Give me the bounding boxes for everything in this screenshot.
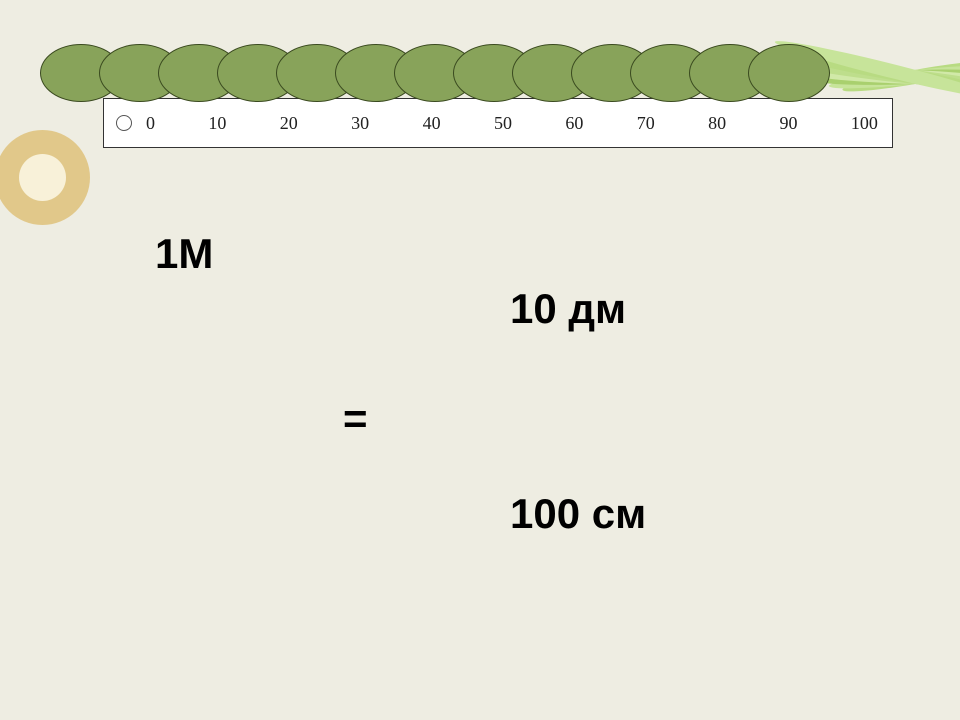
bead <box>689 44 771 102</box>
streak <box>828 61 960 93</box>
bead <box>453 44 535 102</box>
label-10dm: 10 дм <box>510 285 626 333</box>
bead <box>748 44 830 102</box>
ruler-tick: 20 <box>280 113 298 134</box>
streak <box>804 66 960 87</box>
bead <box>158 44 240 102</box>
ruler-tick: 10 <box>208 113 226 134</box>
ruler-tick: 80 <box>708 113 726 134</box>
bead <box>512 44 594 102</box>
label-1m: 1М <box>155 230 213 278</box>
decor-ring <box>0 130 90 225</box>
ruler-tick: 70 <box>637 113 655 134</box>
ruler-tick: 100 <box>851 113 878 134</box>
bead <box>276 44 358 102</box>
label-100cm: 100 см <box>510 490 646 538</box>
label-equals: = <box>343 395 368 443</box>
ruler-tick: 50 <box>494 113 512 134</box>
bead <box>99 44 181 102</box>
ruler-tick: 60 <box>565 113 583 134</box>
ruler-tick: 90 <box>780 113 798 134</box>
streak <box>816 67 960 87</box>
ruler-tick: 30 <box>351 113 369 134</box>
streak <box>773 35 960 105</box>
streak <box>792 57 960 93</box>
ruler-hole <box>116 115 132 131</box>
bead <box>217 44 299 102</box>
ruler: 0 10 20 30 40 50 60 70 80 90 100 <box>103 98 893 148</box>
bead <box>571 44 653 102</box>
bead <box>394 44 476 102</box>
ruler-tick: 0 <box>146 113 155 134</box>
streak <box>841 55 960 97</box>
ruler-ticks: 0 10 20 30 40 50 60 70 80 90 100 <box>132 113 892 134</box>
bead <box>335 44 417 102</box>
bead <box>40 44 122 102</box>
streak <box>782 47 960 99</box>
ruler-tick: 40 <box>423 113 441 134</box>
bead <box>630 44 712 102</box>
